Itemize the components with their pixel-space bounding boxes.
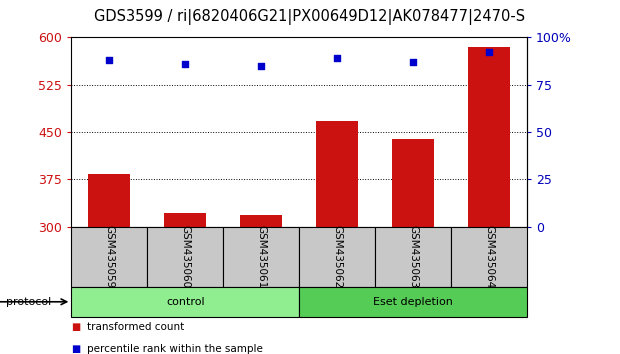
Text: GDS3599 / ri|6820406G21|PX00649D12|AK078477|2470-S: GDS3599 / ri|6820406G21|PX00649D12|AK078… [94,9,526,25]
Bar [241,215,282,227]
Point [408,59,418,65]
Text: Eset depletion: Eset depletion [373,297,453,307]
Bar [468,47,510,227]
Text: GSM435064: GSM435064 [484,225,494,288]
Text: transformed count: transformed count [87,322,184,332]
Text: percentile rank within the sample: percentile rank within the sample [87,344,263,354]
Text: GSM435063: GSM435063 [408,225,418,288]
Bar [164,213,206,227]
Point [180,61,190,67]
Bar [299,227,375,287]
Bar [89,174,130,227]
Bar [148,227,223,287]
Bar [71,287,299,317]
Text: GSM435062: GSM435062 [332,225,342,288]
Point [104,57,114,63]
Bar [375,227,451,287]
Point [332,55,342,61]
Point [484,50,494,55]
Text: GSM435060: GSM435060 [180,225,190,288]
Text: ■: ■ [71,344,81,354]
Text: protocol: protocol [6,297,51,307]
Text: GSM435061: GSM435061 [256,225,266,288]
Bar [71,227,148,287]
Text: control: control [166,297,205,307]
Bar [223,227,299,287]
Bar [316,120,358,227]
Bar [299,287,527,317]
Bar [451,227,527,287]
Bar [392,139,434,227]
Text: GSM435059: GSM435059 [104,225,114,288]
Point [256,63,266,68]
Text: ■: ■ [71,322,81,332]
